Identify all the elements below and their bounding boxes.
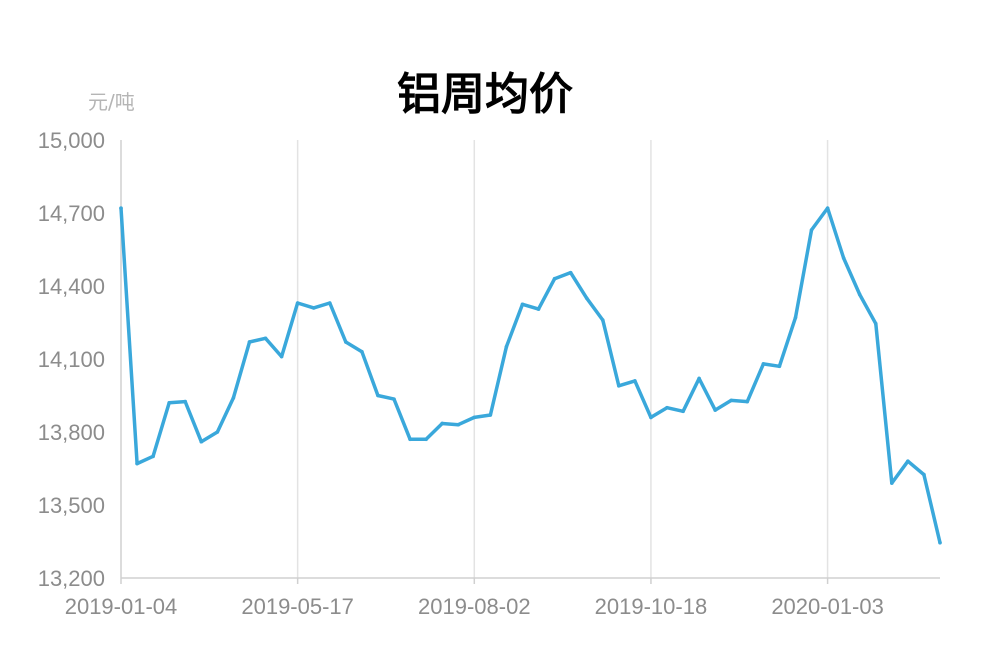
- data-point: [649, 415, 653, 420]
- x-axis-ticks: 2019-01-04 2019-05-17 2019-08-02 2019-10-18…: [65, 578, 884, 619]
- data-point: [327, 301, 332, 305]
- data-point: [890, 481, 894, 485]
- series-layer: [119, 206, 942, 545]
- data-point: [167, 401, 171, 405]
- data-point: [472, 415, 477, 420]
- data-point: [119, 206, 123, 210]
- chart-title: 铝周均价: [397, 69, 573, 120]
- data-point: [825, 206, 830, 210]
- data-point: [504, 345, 509, 349]
- y-tick-label: 13,800: [38, 420, 105, 445]
- grid-lines: [296, 140, 829, 578]
- series-line: [119, 206, 942, 545]
- data-point: [761, 362, 766, 366]
- data-point: [922, 472, 926, 477]
- data-point: [938, 540, 942, 545]
- data-point: [440, 421, 444, 426]
- y-tick-label: 13,500: [38, 493, 105, 518]
- data-point: [600, 318, 605, 322]
- data-point: [183, 399, 188, 404]
- data-point: [873, 321, 878, 326]
- data-point: [151, 454, 155, 459]
- data-point: [135, 461, 139, 466]
- data-point: [568, 270, 573, 275]
- data-point: [311, 306, 316, 310]
- data-point: [697, 376, 701, 381]
- data-point: [584, 296, 589, 300]
- data-point: [199, 439, 204, 444]
- data-point: [424, 437, 428, 442]
- data-point: [231, 396, 236, 400]
- x-tick-label: 2019-08-02: [418, 594, 531, 619]
- data-point: [841, 256, 846, 260]
- y-tick-label: 14,100: [38, 347, 105, 372]
- x-tick-label: 2019-01-04: [65, 594, 178, 619]
- data-point: [857, 292, 862, 297]
- y-tick-label: 15,000: [38, 128, 105, 153]
- data-point: [295, 301, 300, 305]
- y-tick-label: 14,400: [38, 274, 105, 299]
- data-point: [392, 397, 396, 401]
- x-tick-label: 2019-05-17: [241, 594, 354, 619]
- data-point: [713, 408, 717, 412]
- data-point: [279, 354, 284, 359]
- data-point: [777, 364, 782, 369]
- y-axis-unit-label: 元/吨: [88, 90, 135, 114]
- data-point: [247, 340, 252, 344]
- y-axis-ticks: 15,000 14,700 14,400 14,100 13,800 13,500 13,2…: [38, 128, 105, 591]
- y-tick-label: 13,200: [38, 566, 105, 591]
- data-point: [633, 379, 637, 383]
- data-point: [488, 413, 493, 417]
- data-point: [617, 383, 621, 388]
- data-point: [906, 459, 910, 464]
- data-point: [456, 422, 461, 427]
- data-point: [263, 336, 268, 341]
- data-point: [215, 430, 220, 434]
- y-tick-label: 14,700: [38, 201, 105, 226]
- data-point: [745, 399, 750, 404]
- data-point: [536, 307, 541, 311]
- data-point: [809, 228, 814, 232]
- data-point: [344, 340, 348, 344]
- data-point: [681, 409, 685, 414]
- x-tick-label: 2020-01-03: [771, 594, 884, 619]
- data-point: [552, 276, 557, 281]
- data-point: [408, 437, 412, 442]
- data-point: [360, 349, 364, 354]
- data-point: [520, 302, 525, 307]
- data-point: [376, 393, 380, 398]
- x-tick-label: 2019-10-18: [595, 594, 708, 619]
- data-point: [665, 405, 669, 410]
- data-point: [793, 315, 798, 320]
- data-point: [729, 398, 734, 403]
